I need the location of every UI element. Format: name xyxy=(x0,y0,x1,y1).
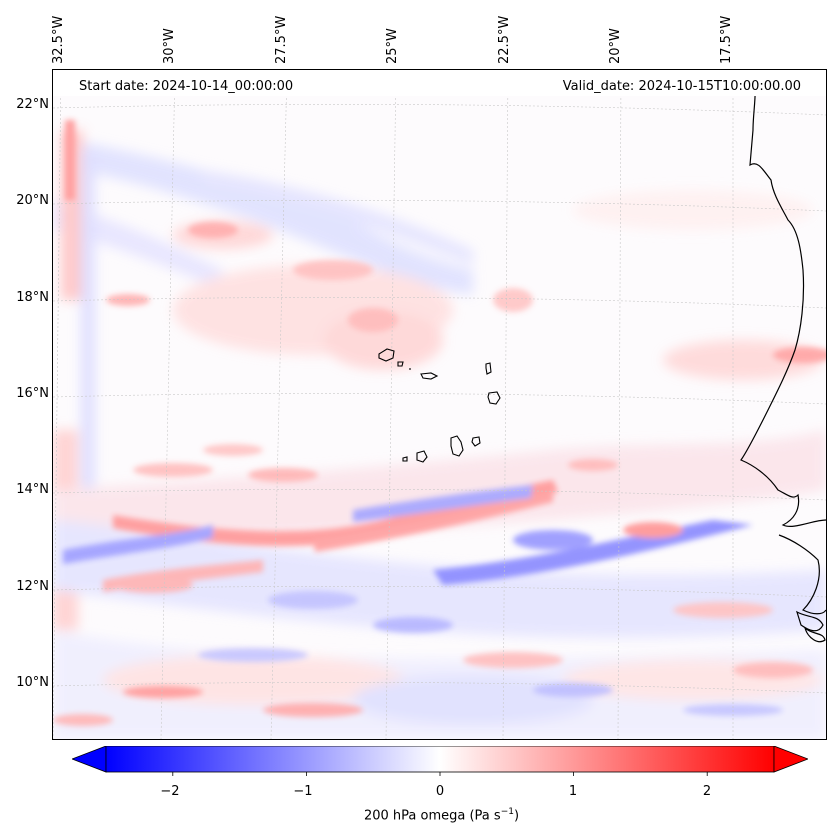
valid-date: Valid_date: 2024-10-15T10:00:00.00 xyxy=(562,79,801,94)
lat-label-22n: 22°N xyxy=(16,97,49,112)
omega-map: Start date: 2024-10-14_00:00:00 Valid_da… xyxy=(52,69,827,740)
lon-label-30w: 30°W xyxy=(162,28,177,64)
lat-label-10n: 10°N xyxy=(16,675,49,690)
lon-label-32-5w: 32.5°W xyxy=(51,15,66,64)
colorbar-units: Pa s xyxy=(474,808,501,824)
omega-field xyxy=(53,70,826,739)
start-date: Start date: 2024-10-14_00:00:00 xyxy=(79,79,294,94)
lat-label-12n: 12°N xyxy=(16,579,49,594)
colorbar-tick-neg2: −2 xyxy=(160,784,180,799)
colorbar-label: 200 hPa omega (Pa s−1) xyxy=(363,807,520,824)
lon-label-22-5w: 22.5°W xyxy=(497,15,512,64)
colorbar-tick-2: 2 xyxy=(702,784,712,799)
colorbar-tick-0: 0 xyxy=(435,784,445,799)
colorbar-high-extend xyxy=(773,746,808,773)
coastline xyxy=(740,70,826,643)
colorbar-ticks xyxy=(172,772,708,776)
lon-label-17-5w: 17.5°W xyxy=(719,15,734,64)
graticule xyxy=(53,70,826,739)
lon-label-20w: 20°W xyxy=(608,28,623,64)
colorbar-low-extend xyxy=(72,746,107,773)
lat-label-20n: 20°N xyxy=(16,193,49,208)
lat-label-14n: 14°N xyxy=(16,482,49,497)
cape-verde-islands xyxy=(378,348,501,463)
omega-patterns-sharp xyxy=(53,120,826,726)
colorbar-gradient xyxy=(105,746,775,773)
lat-label-18n: 18°N xyxy=(16,290,49,305)
lat-label-16n: 16°N xyxy=(16,386,49,401)
colorbar-tick-neg1: −1 xyxy=(293,784,313,799)
lon-label-25w: 25°W xyxy=(385,28,400,64)
colorbar xyxy=(72,746,808,776)
info-bar: Start date: 2024-10-14_00:00:00 Valid_da… xyxy=(53,70,826,96)
colorbar-tick-1: 1 xyxy=(568,784,578,799)
colorbar-variable: 200 hPa omega xyxy=(363,808,466,824)
lon-label-27-5w: 27.5°W xyxy=(274,15,289,64)
colorbar-units-exponent: −1 xyxy=(500,807,514,817)
